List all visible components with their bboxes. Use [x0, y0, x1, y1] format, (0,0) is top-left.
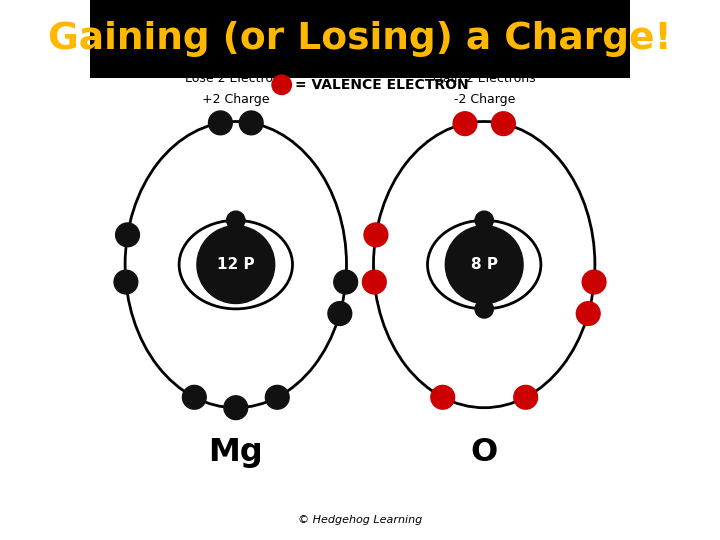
Circle shape	[475, 211, 493, 230]
Circle shape	[182, 386, 206, 409]
Circle shape	[114, 270, 138, 294]
Circle shape	[364, 223, 388, 247]
Text: Gain 2 Electrons: Gain 2 Electrons	[433, 72, 536, 85]
Text: Gaining (or Losing) a Charge!: Gaining (or Losing) a Charge!	[48, 22, 672, 57]
Circle shape	[209, 111, 233, 135]
Text: Mg: Mg	[208, 437, 264, 468]
Circle shape	[362, 270, 386, 294]
Circle shape	[576, 302, 600, 326]
Text: Lose 2 Electrons: Lose 2 Electrons	[184, 72, 287, 85]
Circle shape	[514, 386, 538, 409]
Bar	[90, 0, 630, 78]
Text: © Hedgehog Learning: © Hedgehog Learning	[298, 515, 422, 525]
Circle shape	[328, 302, 351, 326]
Circle shape	[445, 226, 523, 303]
Text: -2 Charge: -2 Charge	[454, 93, 515, 106]
Circle shape	[116, 223, 140, 247]
Circle shape	[197, 226, 275, 303]
Circle shape	[334, 270, 358, 294]
Text: O: O	[471, 437, 498, 468]
Circle shape	[431, 386, 454, 409]
Circle shape	[266, 386, 289, 409]
Circle shape	[239, 111, 263, 135]
Text: = VALENCE ELECTRON: = VALENCE ELECTRON	[295, 78, 469, 92]
Circle shape	[582, 270, 606, 294]
Circle shape	[224, 396, 248, 420]
Text: +2 Charge: +2 Charge	[202, 93, 269, 106]
Text: 12 P: 12 P	[217, 257, 255, 272]
Text: 8 P: 8 P	[471, 257, 498, 272]
Circle shape	[227, 211, 245, 230]
Circle shape	[272, 75, 292, 94]
Circle shape	[492, 112, 516, 136]
Circle shape	[475, 300, 493, 318]
Circle shape	[453, 112, 477, 136]
